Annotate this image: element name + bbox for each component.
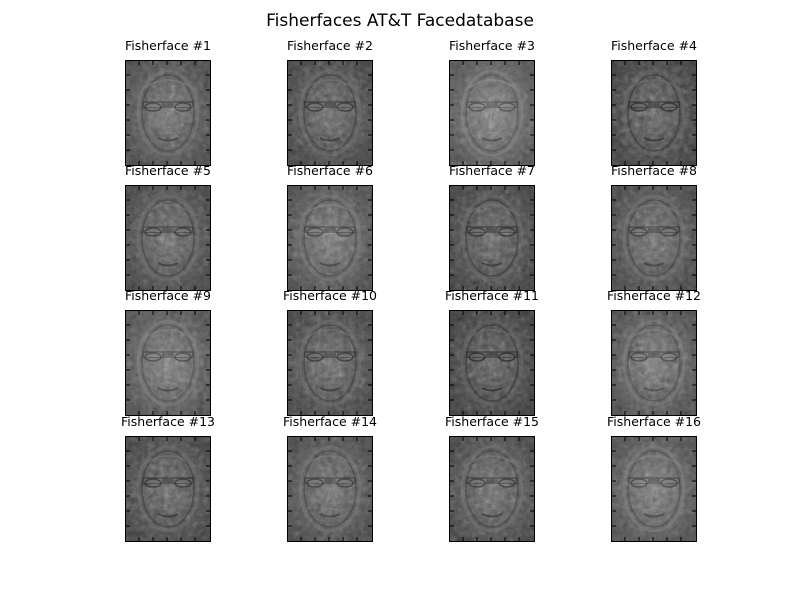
fisherface-panel: Fisherface #11 [445,288,539,416]
fisherface-panel: Fisherface #1 [125,38,211,166]
face-texture [126,61,210,165]
fisherface-image [125,436,211,542]
face-texture [288,437,372,541]
fisherface-image [449,60,535,166]
face-texture [612,186,696,290]
panel-title: Fisherface #4 [610,38,698,53]
face-texture [288,311,372,415]
panel-title: Fisherface #1 [124,38,212,53]
panel-title: Fisherface #5 [124,163,212,178]
fisherface-panel: Fisherface #9 [125,288,211,416]
fisherface-panel: Fisherface #6 [287,163,373,291]
panel-title: Fisherface #14 [283,414,377,429]
fisherface-image [611,60,697,166]
panel-title: Fisherface #10 [283,288,377,303]
fisherface-panel: Fisherface #5 [125,163,211,291]
fisherface-panel: Fisherface #4 [611,38,697,166]
face-texture [288,61,372,165]
panel-title: Fisherface #12 [607,288,701,303]
fisherface-image [287,310,373,416]
fisherface-panel: Fisherface #12 [607,288,701,416]
face-texture [450,311,534,415]
panel-title: Fisherface #13 [121,414,215,429]
fisherface-image [611,185,697,291]
face-texture [450,186,534,290]
panel-title: Fisherface #6 [286,163,374,178]
fisherface-image [287,60,373,166]
fisherface-panel: Fisherface #16 [607,414,701,542]
face-texture [450,437,534,541]
fisherface-panel: Fisherface #8 [611,163,697,291]
panel-title: Fisherface #7 [448,163,536,178]
fisherface-image [287,436,373,542]
face-texture [450,61,534,165]
panel-title: Fisherface #9 [124,288,212,303]
panel-title: Fisherface #16 [607,414,701,429]
face-texture [126,186,210,290]
figure-title: Fisherfaces AT&T Facedatabase [266,11,534,31]
fisherface-panel: Fisherface #13 [121,414,215,542]
face-texture [612,61,696,165]
fisherface-image [611,310,697,416]
fisherface-panel: Fisherface #14 [283,414,377,542]
fisherface-panel: Fisherface #15 [445,414,539,542]
fisherface-image [125,310,211,416]
panel-title: Fisherface #15 [445,414,539,429]
panel-title: Fisherface #2 [286,38,374,53]
fisherface-image [611,436,697,542]
face-texture [126,311,210,415]
face-texture [126,437,210,541]
face-texture [612,311,696,415]
fisherface-image [125,185,211,291]
panel-title: Fisherface #11 [445,288,539,303]
fisherface-panel: Fisherface #10 [283,288,377,416]
fisherface-panel: Fisherface #2 [287,38,373,166]
face-texture [288,186,372,290]
fisherface-panel: Fisherface #7 [449,163,535,291]
face-texture [612,437,696,541]
fisherface-image [449,436,535,542]
fisherface-image [449,185,535,291]
panel-title: Fisherface #8 [610,163,698,178]
fisherface-image [287,185,373,291]
panel-title: Fisherface #3 [448,38,536,53]
fisherface-image [125,60,211,166]
fisherface-panel: Fisherface #3 [449,38,535,166]
fisherface-image [449,310,535,416]
